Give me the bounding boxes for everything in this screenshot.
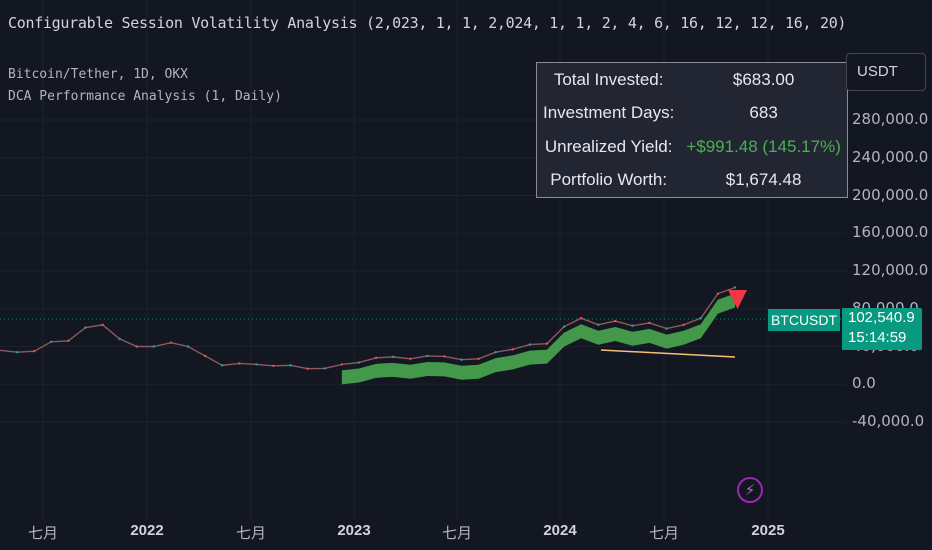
dca-band bbox=[341, 293, 735, 385]
stats-value: $683.00 bbox=[732, 69, 795, 89]
price-point bbox=[614, 319, 617, 323]
price-point bbox=[357, 361, 361, 364]
price-point bbox=[306, 367, 309, 370]
y-tick-label: 160,000.0 bbox=[852, 223, 929, 242]
chart-title: Configurable Session Volatility Analysis… bbox=[8, 14, 847, 32]
stats-value: +$991.48 (145.17%) bbox=[686, 136, 841, 156]
price-point bbox=[203, 354, 207, 358]
price-point bbox=[135, 345, 138, 348]
price-point bbox=[221, 364, 224, 367]
price-point bbox=[426, 354, 429, 358]
last-price-badge: 102,540.9 15:14:59 bbox=[842, 308, 922, 350]
price-point bbox=[15, 350, 19, 354]
x-tick-label: 2022 bbox=[130, 522, 164, 539]
dca-stats-table: Total Invested: $683.00 Investment Days:… bbox=[536, 62, 848, 198]
stats-row-investment-days: Investment Days: 683 bbox=[537, 97, 848, 130]
time-axis[interactable]: 七月 2022 七月 2023 七月 2024 七月 2025 bbox=[0, 520, 840, 550]
price-point bbox=[391, 355, 395, 359]
price-point bbox=[272, 364, 275, 368]
bar-countdown: 15:14:59 bbox=[848, 329, 907, 346]
price-point bbox=[579, 316, 583, 320]
price-point bbox=[648, 321, 651, 325]
stats-row-portfolio-worth: Portfolio Worth: $1,674.48 bbox=[537, 163, 848, 197]
x-tick-label: 2025 bbox=[751, 522, 785, 539]
price-point bbox=[152, 345, 156, 348]
price-point bbox=[597, 323, 600, 326]
price-point bbox=[374, 356, 378, 360]
stats-row-unrealized-yield: Unrealized Yield: +$991.48 (145.17%) bbox=[537, 130, 848, 163]
sell-signal-marker bbox=[728, 290, 747, 309]
price-point bbox=[289, 364, 292, 367]
price-point bbox=[340, 363, 344, 366]
price-point bbox=[528, 343, 532, 346]
price-point bbox=[101, 323, 104, 326]
stats-label: Investment Days: bbox=[543, 103, 675, 123]
x-tick-label: 2024 bbox=[543, 522, 577, 539]
price-point bbox=[118, 337, 121, 341]
price-point bbox=[409, 357, 412, 360]
price-point bbox=[67, 339, 70, 343]
price-point bbox=[169, 341, 173, 344]
price-point bbox=[494, 350, 497, 354]
stats-label: Unrealized Yield: bbox=[544, 136, 673, 156]
price-point bbox=[665, 327, 668, 330]
y-tick-label: 0.0 bbox=[852, 374, 876, 393]
y-tick-label: 200,000.0 bbox=[852, 185, 929, 204]
price-point bbox=[511, 348, 514, 351]
price-point bbox=[443, 355, 446, 358]
y-tick-label: 120,000.0 bbox=[852, 261, 929, 279]
stats-value: 683 bbox=[749, 103, 778, 123]
legend-indicator[interactable]: DCA Performance Analysis (1, Daily) bbox=[8, 89, 282, 104]
lightning-icon[interactable]: ⚡ bbox=[737, 477, 763, 503]
price-point bbox=[699, 316, 703, 320]
price-point bbox=[186, 345, 190, 348]
stats-value: $1,674.48 bbox=[725, 170, 802, 190]
price-point bbox=[50, 340, 53, 343]
price-point bbox=[716, 292, 720, 295]
price-point bbox=[477, 357, 480, 360]
price-point bbox=[84, 326, 87, 329]
price-point bbox=[682, 323, 685, 326]
price-point bbox=[460, 358, 463, 361]
price-point bbox=[545, 342, 549, 345]
stats-label: Portfolio Worth: bbox=[550, 170, 668, 190]
currency-button[interactable]: USDT bbox=[846, 53, 926, 91]
x-tick-label: 七月 bbox=[27, 524, 59, 542]
dca-cost-band bbox=[341, 293, 735, 385]
price-point bbox=[323, 367, 326, 370]
x-tick-label: 七月 bbox=[441, 524, 473, 542]
price-line bbox=[0, 286, 736, 370]
x-tick-label: 七月 bbox=[235, 524, 267, 542]
stats-label: Total Invested: bbox=[553, 69, 664, 89]
legend-symbol[interactable]: Bitcoin/Tether, 1D, OKX bbox=[8, 67, 189, 82]
stats-row-total-invested: Total Invested: $683.00 bbox=[537, 63, 848, 97]
symbol-badge: BTCUSDT bbox=[768, 309, 840, 331]
y-tick-label: 280,000.0 bbox=[852, 110, 929, 128]
y-tick-label: 240,000.0 bbox=[852, 147, 929, 166]
trendline bbox=[600, 349, 736, 358]
price-point bbox=[238, 362, 241, 365]
price-chart[interactable] bbox=[0, 0, 846, 520]
price-point bbox=[733, 286, 737, 289]
price-point bbox=[255, 363, 258, 366]
chart-grid bbox=[0, 0, 846, 520]
price-point bbox=[32, 350, 36, 353]
x-tick-label: 2023 bbox=[337, 522, 371, 539]
x-tick-label: 七月 bbox=[648, 524, 680, 542]
price-series bbox=[0, 286, 737, 370]
last-price-value: 102,540.9 bbox=[848, 309, 915, 326]
price-point bbox=[631, 324, 634, 327]
price-point bbox=[562, 325, 566, 328]
chart-legend: Bitcoin/Tether, 1D, OKX DCA Performance … bbox=[8, 64, 282, 108]
y-tick-label: -40,000.0 bbox=[852, 412, 925, 430]
